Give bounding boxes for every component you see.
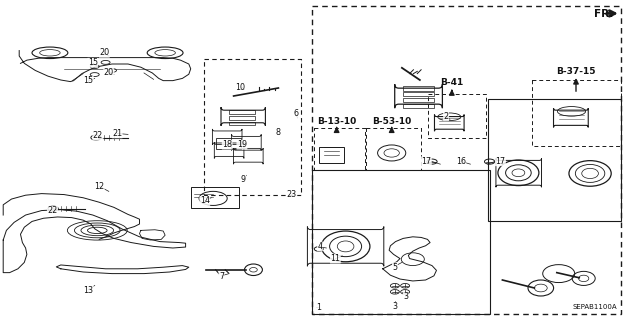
Text: 13: 13 — [83, 286, 93, 295]
Bar — [229, 122, 255, 125]
Text: 10: 10 — [235, 83, 245, 92]
Text: 15: 15 — [88, 58, 98, 67]
Text: 8: 8 — [275, 128, 280, 137]
Text: 3: 3 — [392, 302, 397, 311]
Text: 11: 11 — [330, 254, 340, 263]
Text: 17: 17 — [495, 157, 506, 166]
Text: 1: 1 — [316, 303, 321, 312]
Text: 20: 20 — [99, 48, 109, 57]
Bar — [216, 138, 241, 149]
Text: 15: 15 — [83, 76, 93, 85]
Text: 5: 5 — [392, 263, 397, 272]
Text: 16: 16 — [456, 157, 466, 166]
Bar — [403, 98, 434, 102]
Text: 19: 19 — [237, 140, 247, 149]
Bar — [403, 104, 434, 108]
Text: B-13-10: B-13-10 — [317, 117, 356, 126]
Text: SEPAB1100A: SEPAB1100A — [573, 304, 618, 310]
Bar — [403, 92, 434, 96]
Text: 9: 9 — [241, 175, 246, 184]
Text: 12: 12 — [94, 182, 104, 191]
Bar — [229, 110, 255, 114]
Text: 14: 14 — [200, 196, 210, 205]
Bar — [229, 116, 255, 120]
Text: 23: 23 — [287, 190, 297, 199]
Text: 17: 17 — [421, 157, 431, 166]
Text: B-37-15: B-37-15 — [556, 67, 596, 76]
Text: B-53-10: B-53-10 — [372, 117, 412, 126]
Text: 4: 4 — [317, 242, 323, 251]
Bar — [191, 187, 239, 208]
Text: 3: 3 — [403, 292, 408, 301]
Text: 2: 2 — [444, 112, 449, 121]
Text: 20: 20 — [104, 68, 114, 77]
Text: 22: 22 — [47, 206, 58, 215]
Text: 21: 21 — [112, 129, 122, 138]
Text: FR.: FR. — [594, 9, 613, 20]
Text: 6: 6 — [293, 109, 298, 118]
Bar — [403, 86, 434, 91]
Text: 22: 22 — [93, 131, 103, 140]
Bar — [319, 147, 344, 163]
Text: 18: 18 — [222, 140, 232, 149]
Text: B-41: B-41 — [440, 78, 463, 87]
Text: 7: 7 — [219, 272, 224, 281]
